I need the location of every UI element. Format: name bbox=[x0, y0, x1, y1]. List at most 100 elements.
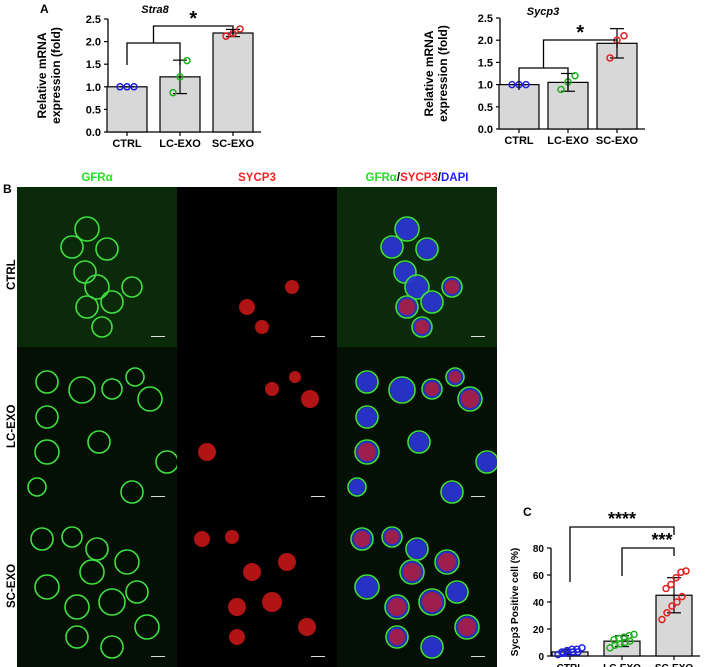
column-label-part: / bbox=[396, 172, 401, 184]
column-label-part: GFRα bbox=[81, 172, 113, 184]
column-label-gfra: GFRα bbox=[17, 172, 177, 184]
y-tick-label: 0.0 bbox=[478, 124, 493, 136]
gfra-cell-outline bbox=[407, 430, 431, 454]
gfra-cell-outline bbox=[95, 237, 119, 261]
gfra-cell-outline bbox=[98, 588, 126, 616]
sycp3-signal bbox=[358, 443, 376, 461]
sycp3-signal bbox=[385, 530, 399, 544]
gfra-cell-outline bbox=[457, 386, 483, 412]
y-axis-label: Sycp3 Positive cell (%) bbox=[510, 548, 521, 656]
micrograph-ctrl-gfra bbox=[17, 187, 177, 347]
dapi-nucleus bbox=[349, 479, 365, 495]
gfra-cell-outline bbox=[475, 450, 497, 474]
significance-label: * bbox=[576, 22, 584, 44]
gfra-cell-outline bbox=[68, 376, 96, 404]
dapi-nucleus bbox=[417, 239, 437, 259]
x-tick-label: LC-EXO bbox=[159, 138, 201, 150]
y-tick-label: 80 bbox=[533, 544, 545, 555]
gfra-cell-outline bbox=[454, 614, 480, 640]
gfra-cell-outline bbox=[35, 370, 59, 394]
sycp3-signal bbox=[255, 320, 269, 334]
data-point bbox=[222, 32, 230, 40]
dapi-nucleus bbox=[447, 582, 467, 602]
gfra-cell-outline bbox=[79, 559, 105, 585]
sycp3-signal bbox=[301, 390, 319, 408]
sycp3-signal bbox=[422, 592, 442, 612]
gfra-cell-outline bbox=[65, 625, 89, 649]
x-tick-label: SC-EXO bbox=[596, 135, 639, 147]
column-label-part: SYCP3 bbox=[238, 172, 276, 184]
panel-letter-a: A bbox=[40, 2, 49, 16]
gfra-cell-outline bbox=[34, 439, 60, 465]
chart-title: Stra8 bbox=[141, 4, 169, 16]
micrograph-sc-exo-sycp3 bbox=[177, 507, 337, 667]
y-tick-label: 60 bbox=[533, 571, 545, 582]
micrograph-image bbox=[337, 347, 497, 507]
scale-bar bbox=[151, 335, 165, 337]
x-tick-label: CTRL bbox=[504, 135, 534, 147]
gfra-cell-outline bbox=[434, 549, 460, 575]
y-tick-label: 40 bbox=[533, 598, 545, 609]
gfra-cell-outline bbox=[121, 276, 143, 298]
dapi-nucleus bbox=[396, 218, 418, 240]
sycp3-positive-cell-chart: Sycp3 Positive cell (%) 0 20 40 60 80 CTRL LC-E… bbox=[510, 509, 700, 667]
data-point bbox=[123, 83, 131, 91]
scale-bar bbox=[471, 495, 485, 497]
bar bbox=[498, 83, 540, 130]
dapi-nucleus bbox=[406, 276, 428, 298]
gfra-cell-outline bbox=[418, 588, 446, 616]
y-tick-label: 1.0 bbox=[86, 82, 101, 94]
sycp3-signal bbox=[449, 371, 461, 383]
data-point bbox=[678, 592, 686, 601]
data-point bbox=[130, 83, 138, 91]
micrograph-sc-exo-merge bbox=[337, 507, 497, 667]
gfra-cell-outline bbox=[445, 580, 469, 604]
dapi-nucleus bbox=[357, 372, 377, 392]
sycp3-signal bbox=[262, 592, 282, 612]
sycp3-signal bbox=[389, 629, 405, 645]
y-tick-label: 1.5 bbox=[478, 57, 493, 69]
significance-bracket bbox=[542, 39, 618, 68]
sycp3-signal bbox=[415, 320, 429, 334]
gfra-cell-outline bbox=[100, 635, 124, 659]
gfra-cell-outline bbox=[441, 276, 463, 298]
micrograph-lc-exo-merge bbox=[337, 347, 497, 507]
micrograph-image bbox=[337, 187, 497, 347]
column-label-part: GFRα bbox=[365, 172, 397, 184]
data-point bbox=[620, 32, 628, 40]
scale-bar bbox=[471, 655, 485, 657]
micrograph-image bbox=[17, 347, 177, 507]
significance-label: * bbox=[189, 8, 197, 30]
panel-letter-b: B bbox=[3, 182, 12, 196]
sycp3-signal bbox=[239, 299, 255, 315]
sycp3-signal bbox=[458, 618, 476, 636]
micrograph-image bbox=[17, 507, 177, 667]
background-haze bbox=[17, 187, 177, 347]
data-point bbox=[662, 584, 670, 593]
dapi-nucleus bbox=[442, 482, 462, 502]
gfra-cell-outline bbox=[405, 537, 429, 561]
significance-bracket bbox=[621, 547, 675, 576]
y-axis-label: expression (fold) bbox=[436, 25, 450, 122]
sycp3-expression-chart: Sycp3 Relative mRNA expression (fold) 0.0 0.… bbox=[422, 6, 645, 147]
gfra-cell-outline bbox=[355, 405, 379, 429]
gfra-cell-outline bbox=[61, 526, 83, 548]
gfra-cell-outline bbox=[440, 480, 464, 504]
significance-bracket bbox=[126, 42, 181, 65]
gfra-cell-outline bbox=[34, 574, 60, 600]
gfra-cell-outline bbox=[420, 290, 444, 314]
gfra-cell-outline bbox=[388, 376, 416, 404]
y-tick-label: 2.5 bbox=[86, 14, 101, 26]
y-tick-label: 2.0 bbox=[86, 37, 101, 49]
data-point bbox=[668, 602, 676, 610]
micrograph-ctrl-sycp3 bbox=[177, 187, 337, 347]
scale-bar bbox=[151, 655, 165, 657]
gfra-cell-outline bbox=[381, 526, 403, 548]
data-point bbox=[557, 85, 565, 94]
gfra-cell-outline bbox=[87, 430, 111, 454]
gfra-cell-outline bbox=[445, 367, 465, 387]
scale-bar bbox=[311, 495, 325, 497]
sycp3-signal bbox=[461, 390, 479, 408]
data-point bbox=[571, 71, 579, 80]
sycp3-signal bbox=[243, 563, 261, 581]
